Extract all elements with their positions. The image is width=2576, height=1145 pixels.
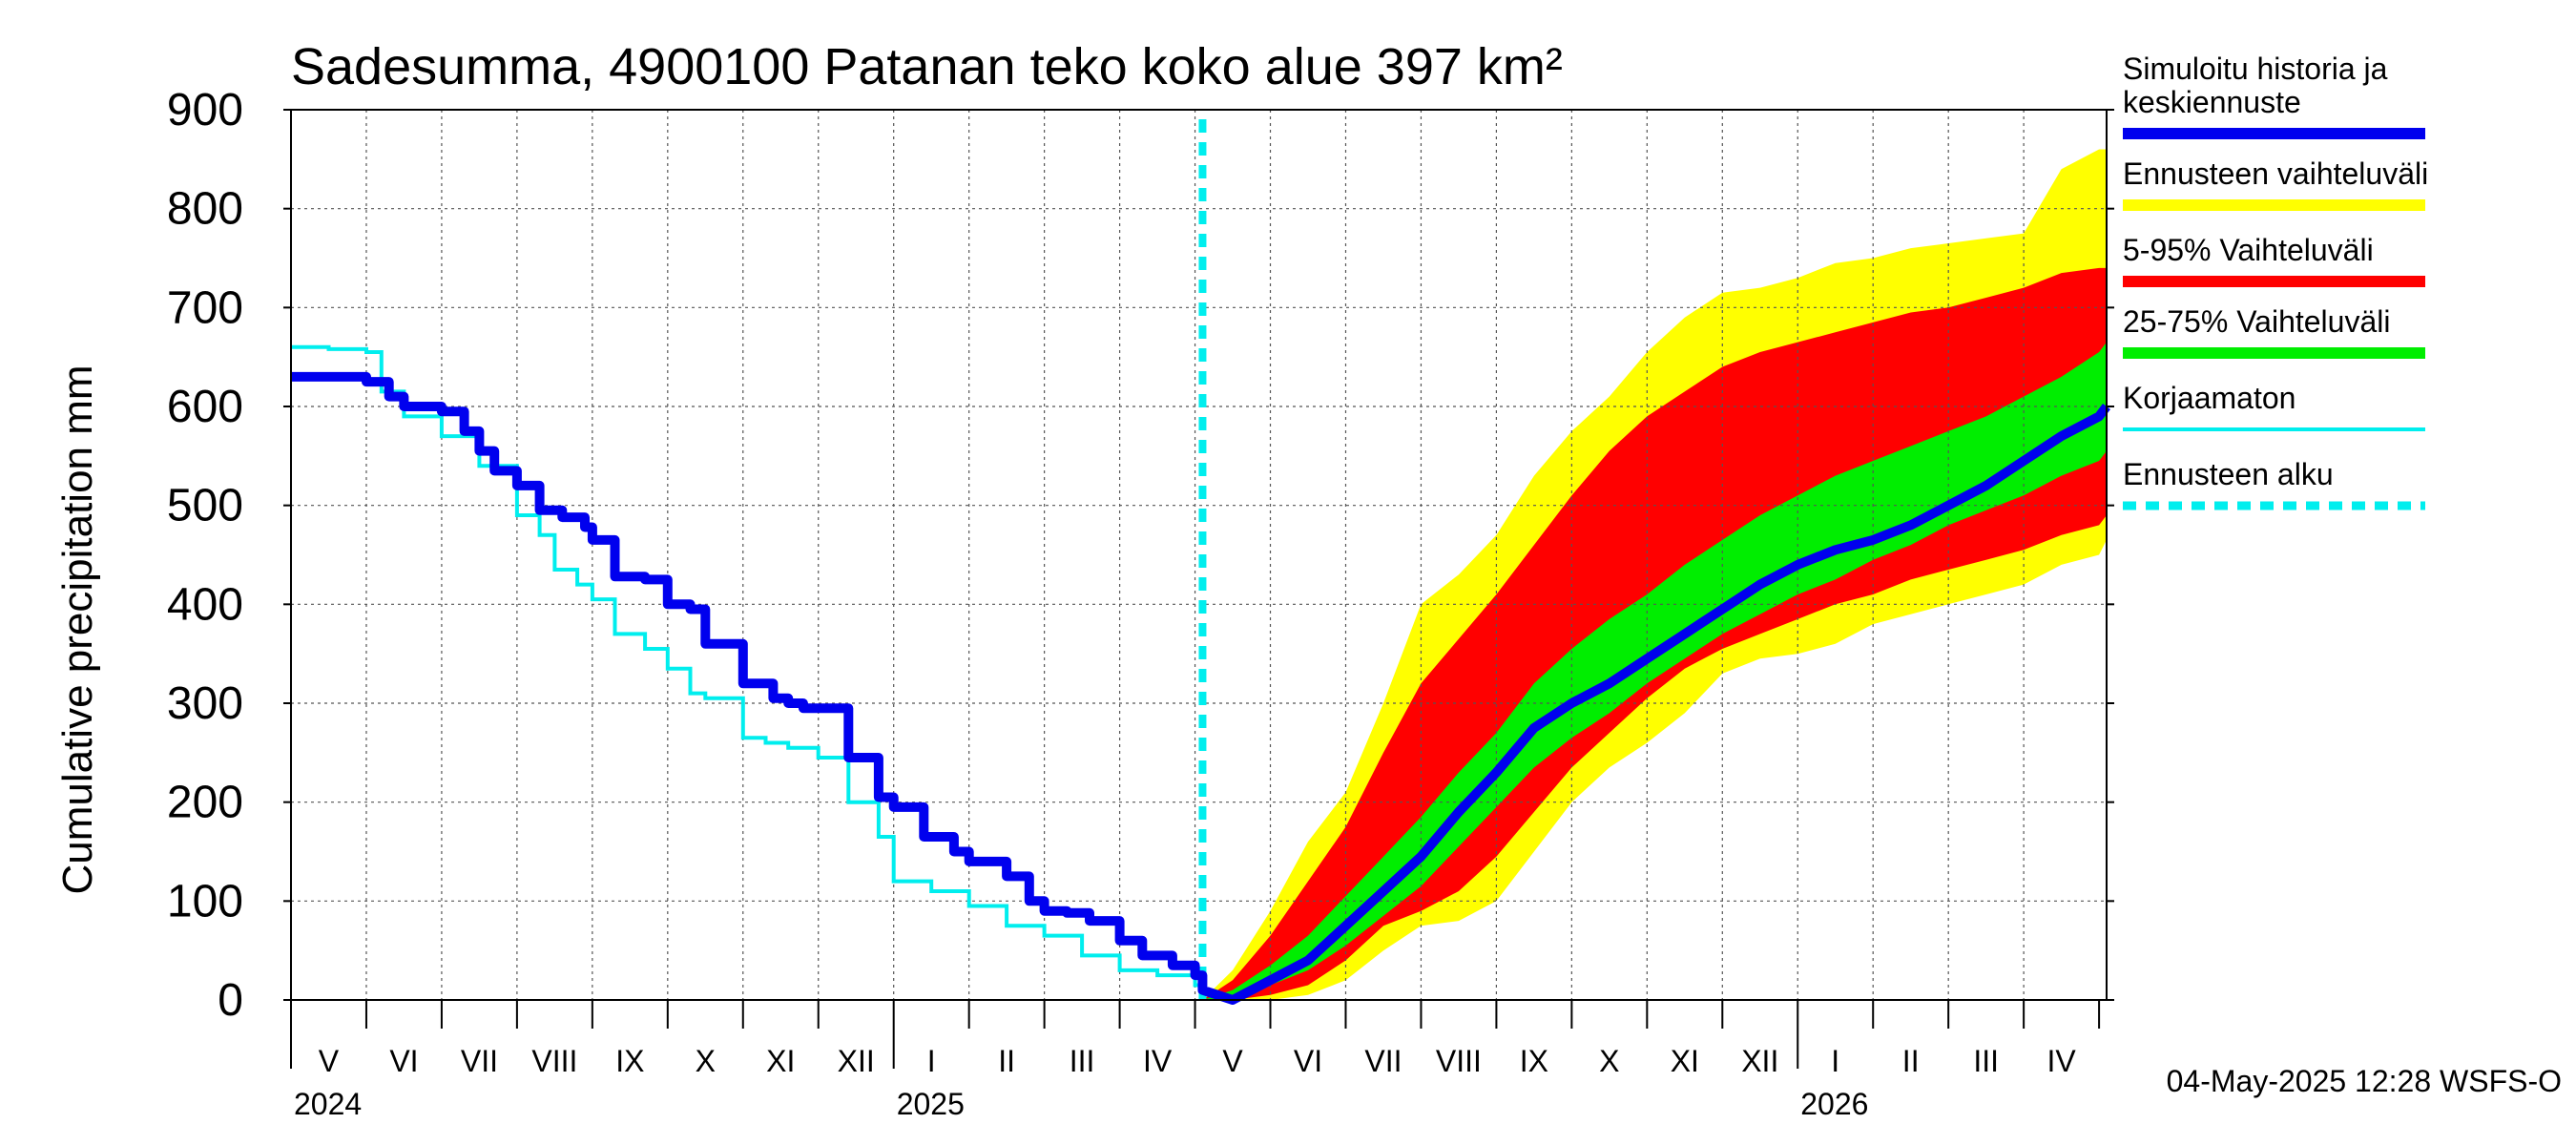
year-label-2026: 2026 [1800,1087,1868,1121]
y-tick-label-500: 500 [167,481,243,531]
month-label-22: III [1973,1044,1999,1078]
month-label-14: VII [1364,1044,1402,1078]
legend-label-1: Ennusteen vaihteluväli [2123,156,2428,191]
y-axis-label: Cumulative precipitation mm [54,364,101,894]
range-bands [1202,149,2107,1001]
month-label-1: VI [389,1044,418,1078]
month-label-17: X [1599,1044,1619,1078]
month-label-6: XI [766,1044,795,1078]
y-tick-label-0: 0 [218,975,243,1026]
month-label-8: I [927,1044,936,1078]
month-label-12: V [1222,1044,1243,1078]
legend-label-3: 25-75% Vaihteluväli [2123,304,2390,339]
y-tick-labels: 0 100 200 300 400 500 600 700 800 900 [167,85,243,1026]
y-tick-label-800: 800 [167,184,243,235]
month-label-21: II [1902,1044,1920,1078]
month-label-4: IX [615,1044,644,1078]
month-label-9: II [998,1044,1015,1078]
year-label-2025: 2025 [897,1087,965,1121]
legend-label-0-0: Simuloitu historia ja [2123,52,2388,86]
y-tick-label-100: 100 [167,876,243,926]
y-tick-label-300: 300 [167,678,243,729]
month-label-5: X [696,1044,716,1078]
month-label-10: III [1070,1044,1095,1078]
footer-stamp: 04-May-2025 12:28 WSFS-O [2167,1064,2562,1098]
y-tick-label-600: 600 [167,382,243,432]
month-label-20: I [1831,1044,1839,1078]
month-label-19: XII [1741,1044,1778,1078]
month-label-23: IV [2047,1044,2077,1078]
y-tick-label-400: 400 [167,579,243,630]
month-label-18: XI [1671,1044,1699,1078]
legend-label-5: Ennusteen alku [2123,457,2334,491]
legend-label-2: 5-95% Vaihteluväli [2123,233,2374,267]
month-label-11: IV [1143,1044,1173,1078]
month-label-13: VI [1294,1044,1322,1078]
legend-label-0-1: keskiennuste [2123,85,2301,119]
month-label-3: VIII [531,1044,577,1078]
x-axis-months: V VI VII VIII IX X XI XII I II III IV V VI VII VIII IX X X… [290,1000,2101,1121]
month-label-16: IX [1520,1044,1548,1078]
legend-label-4: Korjaamaton [2123,381,2296,415]
series-korjaamaton [291,344,1205,990]
y-tick-label-900: 900 [167,85,243,135]
month-label-15: VIII [1436,1044,1482,1078]
band-2 [1202,342,2107,1001]
axes [283,109,2114,1001]
y-tick-label-200: 200 [167,778,243,828]
plot-frame [290,109,2108,1001]
y-tick-label-700: 700 [167,282,243,333]
series-lines [291,119,2110,1005]
year-label-2024: 2024 [294,1087,362,1121]
month-label-2: VII [461,1044,498,1078]
series-simuloitu [291,371,2110,1005]
month-label-0: V [319,1044,340,1078]
month-label-7: XII [838,1044,875,1078]
chart-title: Sadesumma, 4900100 Patanan teko koko alu… [291,38,1563,95]
